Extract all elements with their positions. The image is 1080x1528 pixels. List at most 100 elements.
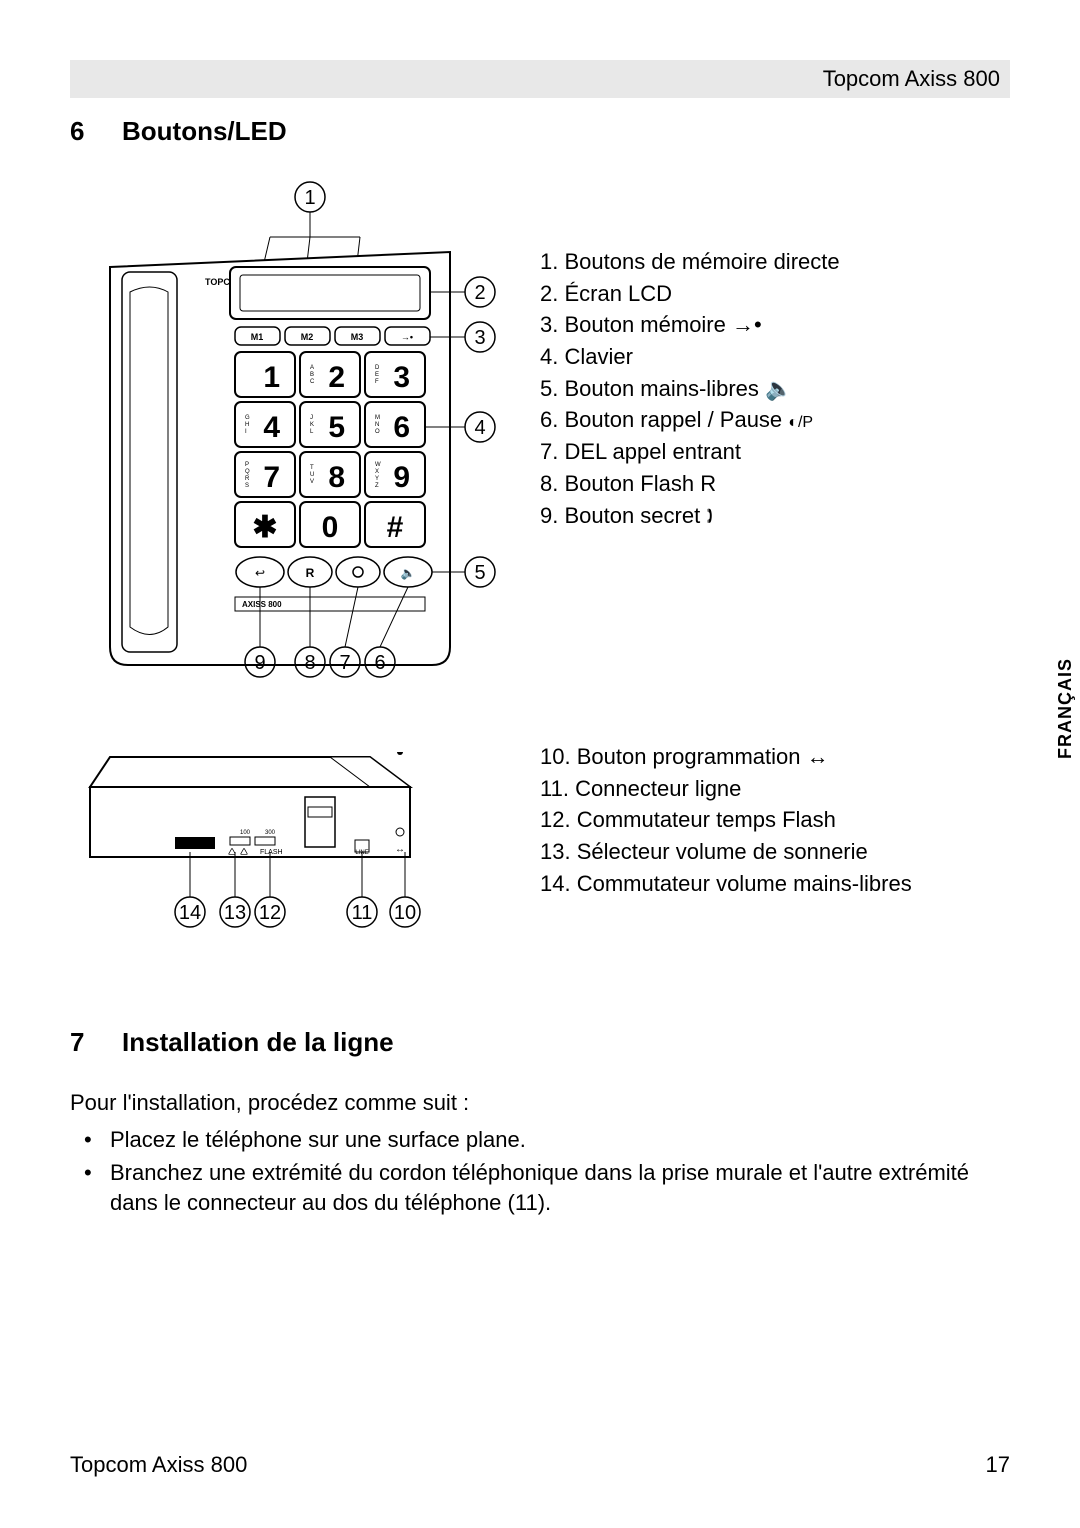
- legend-item-5: 5. Bouton mains-libres 🔈: [540, 374, 840, 404]
- svg-text:J: J: [310, 415, 313, 421]
- legend-item-8: 8. Bouton Flash R: [540, 469, 840, 499]
- svg-text:D: D: [375, 365, 380, 371]
- section-6-heading: Boutons/LED: [122, 116, 287, 147]
- footer-left: Topcom Axiss 800: [70, 1452, 247, 1478]
- svg-text:X: X: [375, 469, 379, 475]
- svg-text:9: 9: [254, 652, 265, 674]
- svg-text:M3: M3: [351, 332, 364, 342]
- svg-text:P: P: [245, 462, 249, 468]
- handsfree-icon: 🔈: [765, 376, 792, 401]
- callout-1: 1: [304, 187, 315, 209]
- svg-text:N: N: [375, 422, 379, 428]
- legend-item-1: 1. Boutons de mémoire directe: [540, 247, 840, 277]
- svg-text:Y: Y: [375, 476, 379, 482]
- svg-text:#: #: [387, 511, 404, 544]
- bullet-2: Branchez une extrémité du cordon télépho…: [70, 1158, 1010, 1220]
- phone-side-diagram: 100 300 🛆 🛆 FLASH LINE ↔: [70, 752, 500, 947]
- svg-text:↩: ↩: [255, 566, 265, 580]
- svg-text:12: 12: [259, 902, 281, 924]
- svg-text:B: B: [310, 372, 314, 378]
- svg-text:H: H: [245, 422, 249, 428]
- svg-text:U: U: [310, 472, 314, 478]
- legend-item-10: 10. Bouton programmation ↔: [540, 742, 912, 772]
- svg-text:R: R: [306, 566, 315, 580]
- legend-item-3: 3. Bouton mémoire →•: [540, 310, 840, 340]
- svg-text:M2: M2: [301, 332, 314, 342]
- header-product: Topcom Axiss 800: [823, 66, 1000, 91]
- svg-text:V: V: [310, 479, 314, 485]
- svg-text:10: 10: [394, 902, 416, 924]
- section-7-number: 7: [70, 1027, 94, 1058]
- svg-text:3: 3: [474, 327, 485, 349]
- svg-text:6: 6: [393, 411, 410, 444]
- legend-item-4: 4. Clavier: [540, 342, 840, 372]
- front-diagram-zone: 1 TOPCOM M1: [70, 177, 1010, 712]
- svg-text:2: 2: [328, 361, 345, 394]
- legend-item-13: 13. Sélecteur volume de sonnerie: [540, 837, 912, 867]
- section-7: 7 Installation de la ligne Pour l'instal…: [70, 1027, 1010, 1219]
- svg-text:T: T: [310, 465, 314, 471]
- svg-text:G: G: [245, 415, 250, 421]
- legend-item-14: 14. Commutateur volume mains-libres: [540, 869, 912, 899]
- svg-text:K: K: [310, 422, 314, 428]
- section-7-intro: Pour l'installation, procédez comme suit…: [70, 1088, 1010, 1119]
- svg-text:7: 7: [263, 461, 280, 494]
- svg-text:5: 5: [474, 562, 485, 584]
- svg-text:4: 4: [263, 411, 280, 444]
- svg-text:S: S: [245, 483, 249, 489]
- page-footer: Topcom Axiss 800 17: [70, 1452, 1010, 1478]
- section-7-title: 7 Installation de la ligne: [70, 1027, 1010, 1058]
- legend-item-11: 11. Connecteur ligne: [540, 774, 912, 804]
- svg-text:1: 1: [263, 361, 280, 394]
- svg-text:9: 9: [393, 461, 410, 494]
- language-tab: FRANÇAIS: [1051, 650, 1080, 767]
- svg-text:🛆: 🛆: [240, 847, 248, 856]
- svg-text:FLASH: FLASH: [260, 849, 283, 856]
- svg-text:14: 14: [179, 902, 201, 924]
- section-7-bullets: Placez le téléphone sur une surface plan…: [70, 1125, 1010, 1219]
- svg-text:2: 2: [474, 282, 485, 304]
- svg-text:5: 5: [328, 411, 345, 444]
- legend-item-7: 7. DEL appel entrant: [540, 437, 840, 467]
- svg-text:F: F: [375, 379, 379, 385]
- svg-text:E: E: [375, 372, 379, 378]
- svg-text:11: 11: [352, 902, 373, 924]
- svg-text:C: C: [310, 379, 315, 385]
- svg-text:8: 8: [328, 461, 345, 494]
- svg-text:300: 300: [265, 830, 276, 836]
- svg-text:7: 7: [339, 652, 350, 674]
- section-6-title: 6 Boutons/LED: [70, 116, 1010, 147]
- header-bar: Topcom Axiss 800: [70, 60, 1010, 98]
- svg-text:4: 4: [474, 417, 485, 439]
- memory-icon: →•: [732, 312, 762, 337]
- svg-text:🔈: 🔈: [401, 566, 416, 580]
- footer-right: 17: [986, 1452, 1010, 1478]
- svg-text:0: 0: [322, 511, 339, 544]
- svg-text:↔: ↔: [395, 844, 405, 855]
- svg-text:M1: M1: [251, 332, 264, 342]
- svg-text:W: W: [375, 462, 381, 468]
- legend-bottom: 10. Bouton programmation ↔ 11. Connecteu…: [540, 742, 912, 900]
- svg-text:AXISS 800: AXISS 800: [242, 600, 282, 609]
- svg-text:3: 3: [393, 361, 410, 394]
- svg-text:O: O: [375, 429, 380, 435]
- svg-text:→•: →•: [401, 332, 413, 342]
- svg-text:R: R: [245, 476, 250, 482]
- legend-item-6: 6. Bouton rappel / Pause ◐/P: [540, 405, 840, 435]
- svg-text:100: 100: [240, 830, 251, 836]
- svg-text:✱: ✱: [252, 511, 277, 544]
- legend-item-12: 12. Commutateur temps Flash: [540, 805, 912, 835]
- phone-front-diagram: 1 TOPCOM M1: [70, 177, 500, 712]
- svg-text:Q: Q: [245, 469, 250, 475]
- secret-icon: 🕽: [706, 503, 713, 528]
- section-6-number: 6: [70, 116, 94, 147]
- svg-text:13: 13: [224, 902, 246, 924]
- legend-top: 1. Boutons de mémoire directe 2. Écran L…: [540, 247, 840, 532]
- svg-text:M: M: [375, 415, 380, 421]
- legend-item-9: 9. Bouton secret 🕽: [540, 501, 840, 531]
- svg-text:6: 6: [374, 652, 385, 674]
- legend-item-2: 2. Écran LCD: [540, 279, 840, 309]
- prog-icon: ↔: [807, 744, 829, 769]
- pause-icon: ◐/P: [788, 414, 813, 431]
- bullet-1: Placez le téléphone sur une surface plan…: [70, 1125, 1010, 1156]
